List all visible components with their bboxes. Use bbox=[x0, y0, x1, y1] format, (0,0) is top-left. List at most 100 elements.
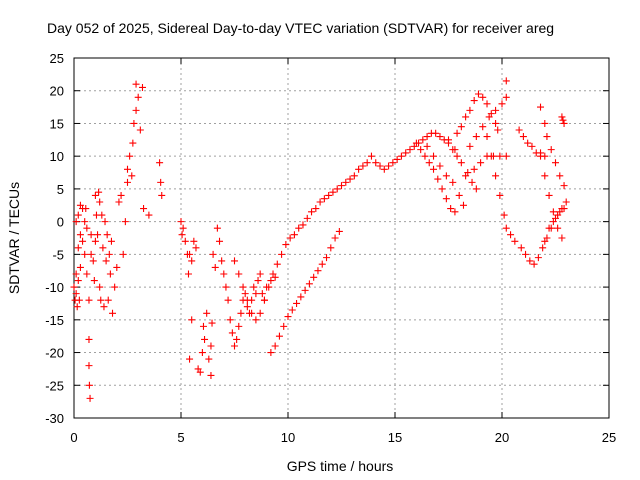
data-point bbox=[288, 306, 296, 314]
data-point bbox=[102, 257, 110, 265]
data-point bbox=[86, 394, 94, 402]
y-tick-label: 5 bbox=[57, 182, 64, 197]
data-point bbox=[91, 237, 99, 245]
data-point bbox=[297, 293, 305, 301]
data-point bbox=[70, 283, 78, 291]
data-point bbox=[284, 313, 292, 321]
data-point bbox=[494, 126, 502, 134]
data-point bbox=[417, 146, 425, 154]
data-point bbox=[228, 329, 236, 337]
data-point bbox=[559, 116, 567, 124]
data-point bbox=[75, 296, 83, 304]
data-point bbox=[545, 224, 553, 232]
data-point bbox=[243, 296, 251, 304]
data-point bbox=[457, 159, 465, 167]
data-point bbox=[103, 231, 111, 239]
data-point bbox=[128, 172, 136, 180]
data-point bbox=[545, 191, 553, 199]
data-point bbox=[231, 257, 238, 265]
data-point bbox=[335, 227, 343, 235]
chart-title: Day 052 of 2025, Sidereal Day-to-day VTE… bbox=[47, 20, 554, 36]
data-point bbox=[85, 296, 93, 304]
data-point bbox=[539, 244, 547, 252]
data-point bbox=[83, 224, 91, 232]
series-5 bbox=[412, 136, 480, 216]
data-point bbox=[402, 149, 410, 157]
data-point bbox=[502, 152, 510, 160]
data-point bbox=[293, 299, 301, 307]
data-point bbox=[438, 185, 446, 193]
data-point bbox=[126, 152, 134, 160]
data-point bbox=[483, 133, 491, 141]
data-point bbox=[205, 355, 213, 363]
data-point bbox=[97, 296, 105, 304]
data-point bbox=[412, 139, 420, 147]
data-point bbox=[101, 218, 109, 226]
data-point bbox=[549, 208, 557, 216]
data-point bbox=[442, 172, 450, 180]
data-point bbox=[105, 250, 113, 258]
data-point bbox=[256, 309, 264, 317]
data-point bbox=[196, 368, 204, 376]
data-point bbox=[226, 316, 234, 324]
data-point bbox=[449, 178, 457, 186]
data-point bbox=[136, 126, 144, 134]
x-tick-label: 0 bbox=[70, 430, 77, 445]
data-point bbox=[275, 332, 283, 340]
data-point bbox=[124, 178, 131, 186]
data-point bbox=[312, 205, 320, 213]
data-point bbox=[256, 270, 264, 278]
x-tick-label: 5 bbox=[177, 430, 184, 445]
data-point bbox=[496, 191, 504, 199]
data-point bbox=[470, 165, 478, 173]
data-point bbox=[479, 123, 487, 131]
data-point bbox=[179, 224, 187, 232]
data-point bbox=[203, 309, 211, 317]
data-point bbox=[109, 309, 117, 317]
data-point bbox=[267, 349, 275, 357]
data-point bbox=[295, 224, 303, 232]
data-point bbox=[436, 133, 444, 141]
data-point bbox=[278, 250, 286, 258]
data-point bbox=[134, 93, 142, 101]
data-point bbox=[316, 198, 324, 206]
data-point bbox=[265, 283, 273, 291]
data-point bbox=[267, 277, 275, 285]
data-point bbox=[280, 322, 288, 330]
axis-ticks bbox=[73, 57, 610, 419]
y-tick-label: 15 bbox=[50, 116, 64, 131]
data-point bbox=[76, 263, 84, 271]
data-point bbox=[541, 237, 549, 245]
data-point bbox=[507, 231, 515, 239]
data-point bbox=[447, 205, 455, 213]
data-point bbox=[184, 270, 192, 278]
data-point bbox=[85, 381, 93, 389]
data-point bbox=[385, 162, 393, 170]
data-point bbox=[254, 277, 262, 285]
data-point bbox=[188, 316, 196, 324]
data-point bbox=[519, 133, 527, 141]
data-point bbox=[522, 250, 530, 258]
data-point bbox=[233, 335, 241, 343]
y-tick-label: -25 bbox=[45, 378, 64, 393]
data-point bbox=[115, 198, 123, 206]
data-point bbox=[485, 113, 493, 121]
data-point bbox=[515, 126, 523, 134]
data-point bbox=[511, 237, 519, 245]
data-point bbox=[320, 195, 328, 203]
data-point bbox=[106, 270, 114, 278]
series-2 bbox=[177, 218, 279, 379]
data-point bbox=[201, 335, 209, 343]
data-point bbox=[492, 172, 500, 180]
data-point bbox=[483, 100, 491, 108]
data-point bbox=[323, 254, 331, 262]
data-point bbox=[104, 296, 112, 304]
data-point bbox=[423, 133, 431, 141]
data-point bbox=[421, 152, 429, 160]
data-point bbox=[528, 142, 536, 150]
data-point bbox=[556, 172, 564, 180]
data-point bbox=[462, 172, 470, 180]
data-point bbox=[308, 208, 316, 216]
data-point bbox=[198, 349, 206, 357]
data-point bbox=[436, 162, 444, 170]
